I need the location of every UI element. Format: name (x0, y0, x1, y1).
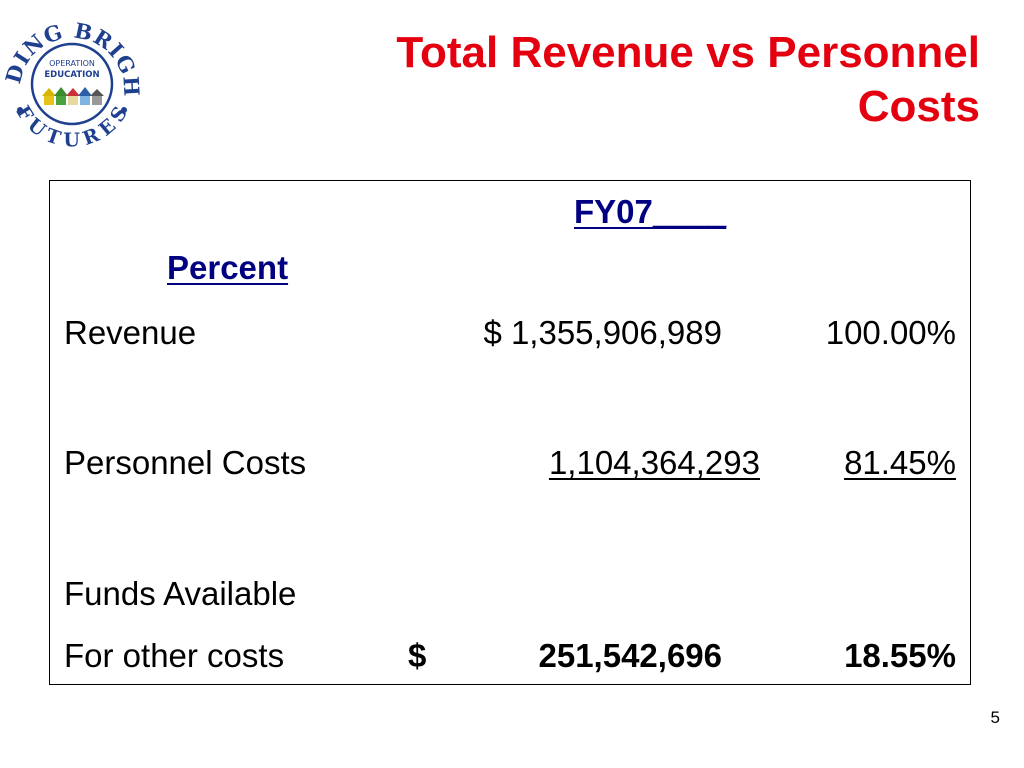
building-brighter-futures-logo: BUILDING BRIGHTER FUTURES OPERATION EDUC… (0, 0, 143, 154)
row-personnel-label: Personnel Costs (64, 444, 307, 481)
row-revenue-label: Revenue (64, 314, 197, 351)
revenue-table: FY07____ Percent Revenue $ 1,355,906,989… (49, 180, 971, 685)
row-funds-currency: $ (408, 637, 427, 674)
row-personnel-percent: 81.45% (844, 444, 956, 481)
svg-text:EDUCATION: EDUCATION (44, 70, 99, 80)
slide-title-line2: Costs (857, 82, 980, 131)
row-funds-label-line1: Funds Available (64, 575, 297, 612)
row-revenue-percent: 100.00% (825, 314, 956, 351)
slide-title: Total Revenue vs Personnel Costs (260, 26, 980, 134)
header-fy07: FY07____ (574, 193, 727, 230)
page-number: 5 (990, 708, 1000, 727)
row-revenue-amount: $ 1,355,906,989 (483, 314, 722, 351)
row-funds-percent: 18.55% (844, 637, 956, 674)
svg-text:OPERATION: OPERATION (49, 59, 95, 68)
row-funds-amount: 251,542,696 (538, 637, 722, 674)
row-personnel-amount: 1,104,364,293 (548, 444, 760, 481)
header-percent: Percent (167, 249, 289, 286)
row-funds-label-line2: For other costs (64, 637, 285, 674)
slide-title-line1: Total Revenue vs Personnel (396, 28, 980, 77)
